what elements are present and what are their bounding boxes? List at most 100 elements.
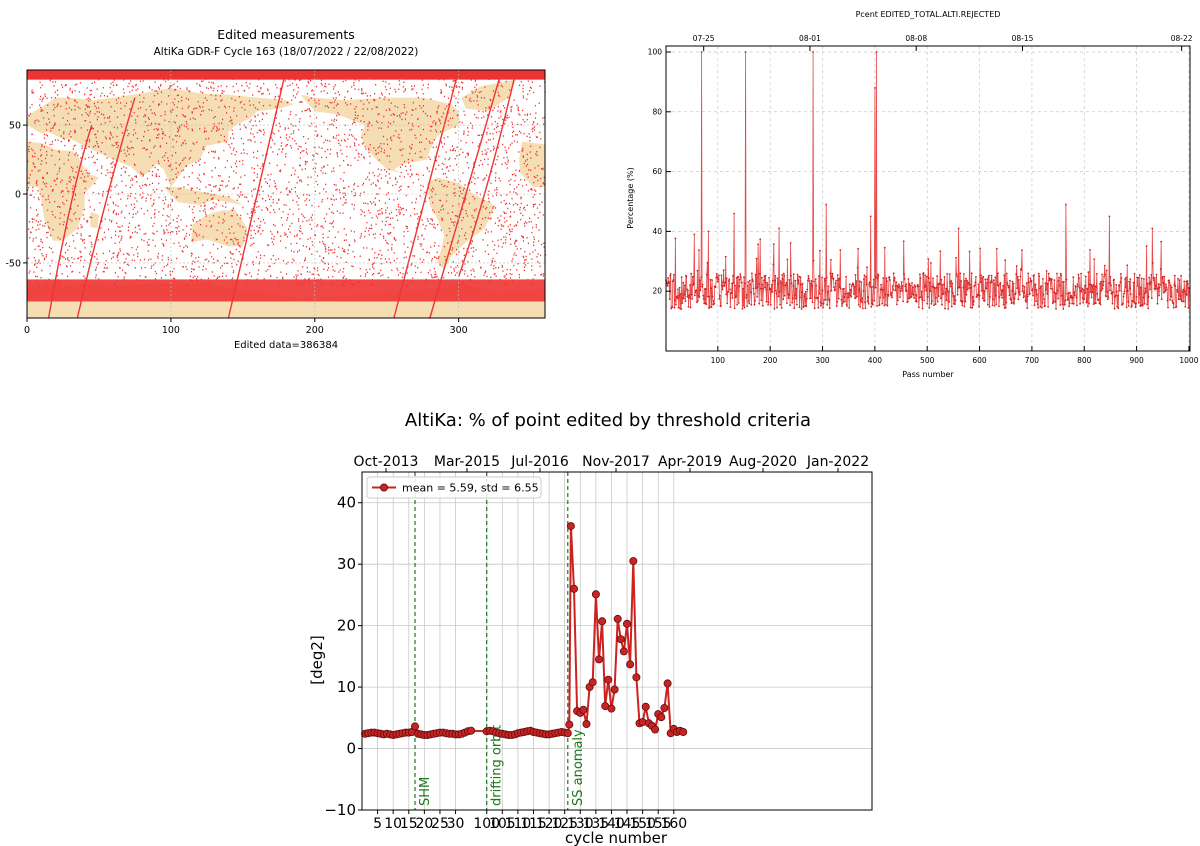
edit-point (332, 212, 334, 214)
edit-point (94, 113, 96, 115)
edit-point (166, 265, 168, 267)
edit-point (324, 243, 326, 246)
edit-point (305, 142, 307, 144)
edit-point (104, 263, 106, 266)
edit-point (474, 198, 476, 200)
pass-chart-point (862, 290, 865, 292)
edit-point (185, 126, 188, 128)
edit-point (130, 192, 132, 195)
edit-point (125, 258, 127, 260)
edit-point (537, 179, 539, 182)
edit-point (123, 79, 125, 81)
pass-chart-point (1120, 277, 1123, 279)
edit-point (34, 122, 36, 124)
edit-point (249, 217, 251, 219)
edit-point (198, 174, 200, 176)
edit-point (380, 92, 383, 94)
edit-point (347, 138, 349, 140)
edit-point (64, 84, 66, 87)
edit-point (433, 120, 435, 122)
pass-chart-point (1149, 288, 1152, 291)
edit-point (260, 86, 262, 89)
edit-point (467, 154, 469, 156)
edit-point (57, 139, 59, 141)
edit-point (72, 185, 74, 187)
pass-chart-xtick-label: 800 (1077, 356, 1092, 365)
edit-point (417, 118, 419, 120)
edit-point (471, 240, 473, 242)
edit-point (397, 274, 400, 276)
edit-point (328, 267, 330, 269)
edit-point (483, 274, 485, 276)
edit-point (166, 142, 168, 144)
edit-point (368, 149, 370, 151)
edit-point (433, 267, 435, 270)
edit-point (186, 232, 188, 235)
edit-point (463, 133, 465, 135)
edit-point (449, 149, 452, 151)
edit-point (354, 240, 356, 243)
edit-point (427, 168, 429, 170)
edit-point (381, 263, 383, 265)
edit-point (158, 86, 160, 89)
edit-point (171, 84, 173, 87)
edit-point (207, 87, 209, 90)
edit-point (196, 187, 198, 189)
edit-point (75, 185, 77, 188)
pass-chart-point (991, 304, 994, 307)
edit-point (240, 253, 242, 255)
edit-point (461, 192, 463, 195)
edit-point (238, 245, 240, 247)
edit-point (453, 268, 455, 270)
edit-point (485, 208, 487, 210)
edit-point (68, 191, 70, 193)
edit-point (308, 82, 310, 84)
edit-point (118, 97, 120, 99)
edit-point (86, 129, 89, 131)
edit-point (329, 101, 331, 104)
edit-point (344, 140, 346, 142)
edit-point (507, 159, 509, 161)
edit-point (63, 138, 65, 140)
edit-point (299, 157, 301, 159)
edit-point (441, 206, 443, 208)
pass-chart-top-tick-label: 08-22 (1171, 34, 1193, 43)
edit-point (399, 148, 401, 151)
edit-point (181, 124, 183, 126)
pass-chart-point (1176, 291, 1179, 293)
edit-point (184, 116, 186, 118)
edit-point (392, 184, 394, 187)
edit-point (223, 220, 225, 222)
edit-point (269, 104, 271, 107)
edit-point (304, 278, 306, 280)
edit-point (205, 213, 207, 215)
edit-point (91, 216, 93, 219)
pass-chart-point (786, 258, 789, 261)
edit-point (435, 273, 437, 276)
pass-chart-point (1128, 288, 1131, 290)
edit-point (168, 165, 170, 167)
edit-point (323, 257, 325, 259)
pass-chart-point (966, 288, 969, 291)
edit-point (128, 133, 130, 135)
edit-point (285, 153, 287, 155)
edit-point (458, 203, 460, 205)
edit-point (399, 83, 401, 86)
edit-point (420, 211, 422, 213)
pass-chart-point (813, 280, 815, 283)
edit-point (388, 121, 390, 124)
edit-track (458, 69, 517, 277)
edit-point (110, 177, 112, 179)
edit-point (405, 113, 407, 116)
edit-point (104, 122, 106, 124)
edit-point (45, 162, 47, 164)
edit-point (522, 97, 524, 99)
pass-chart-point (853, 293, 855, 295)
edit-point (430, 125, 432, 128)
edit-point (511, 260, 513, 262)
edit-point (365, 202, 367, 204)
edit-point (487, 217, 489, 219)
edit-point (286, 144, 288, 146)
edit-point (317, 183, 319, 186)
pass-chart-point (988, 274, 990, 277)
